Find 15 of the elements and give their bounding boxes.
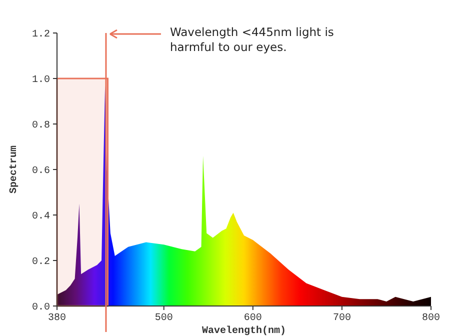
y-tick-label: 0.6 xyxy=(32,166,50,177)
y-tick-label: 0.2 xyxy=(32,257,50,268)
x-tick-label: 600 xyxy=(244,313,262,324)
y-tick-label: 1.0 xyxy=(32,75,50,86)
y-axis-title: Spectrum xyxy=(9,145,20,194)
x-tick-label: 800 xyxy=(422,313,440,324)
x-tick-label: 380 xyxy=(48,313,66,324)
x-tick-label: 700 xyxy=(332,313,351,324)
ref-line-label: Wavelength <445nm light is harmful to our eyes. xyxy=(170,25,334,54)
y-tick-label: 0.8 xyxy=(32,120,50,132)
y-tick-label: 0.4 xyxy=(32,212,50,222)
x-tick-label: 500 xyxy=(154,313,173,324)
y-tick-label: 0.0 xyxy=(32,302,50,314)
y-tick-label: 1.2 xyxy=(32,30,50,40)
x-axis-title: Wavelength(nm) xyxy=(202,325,286,336)
